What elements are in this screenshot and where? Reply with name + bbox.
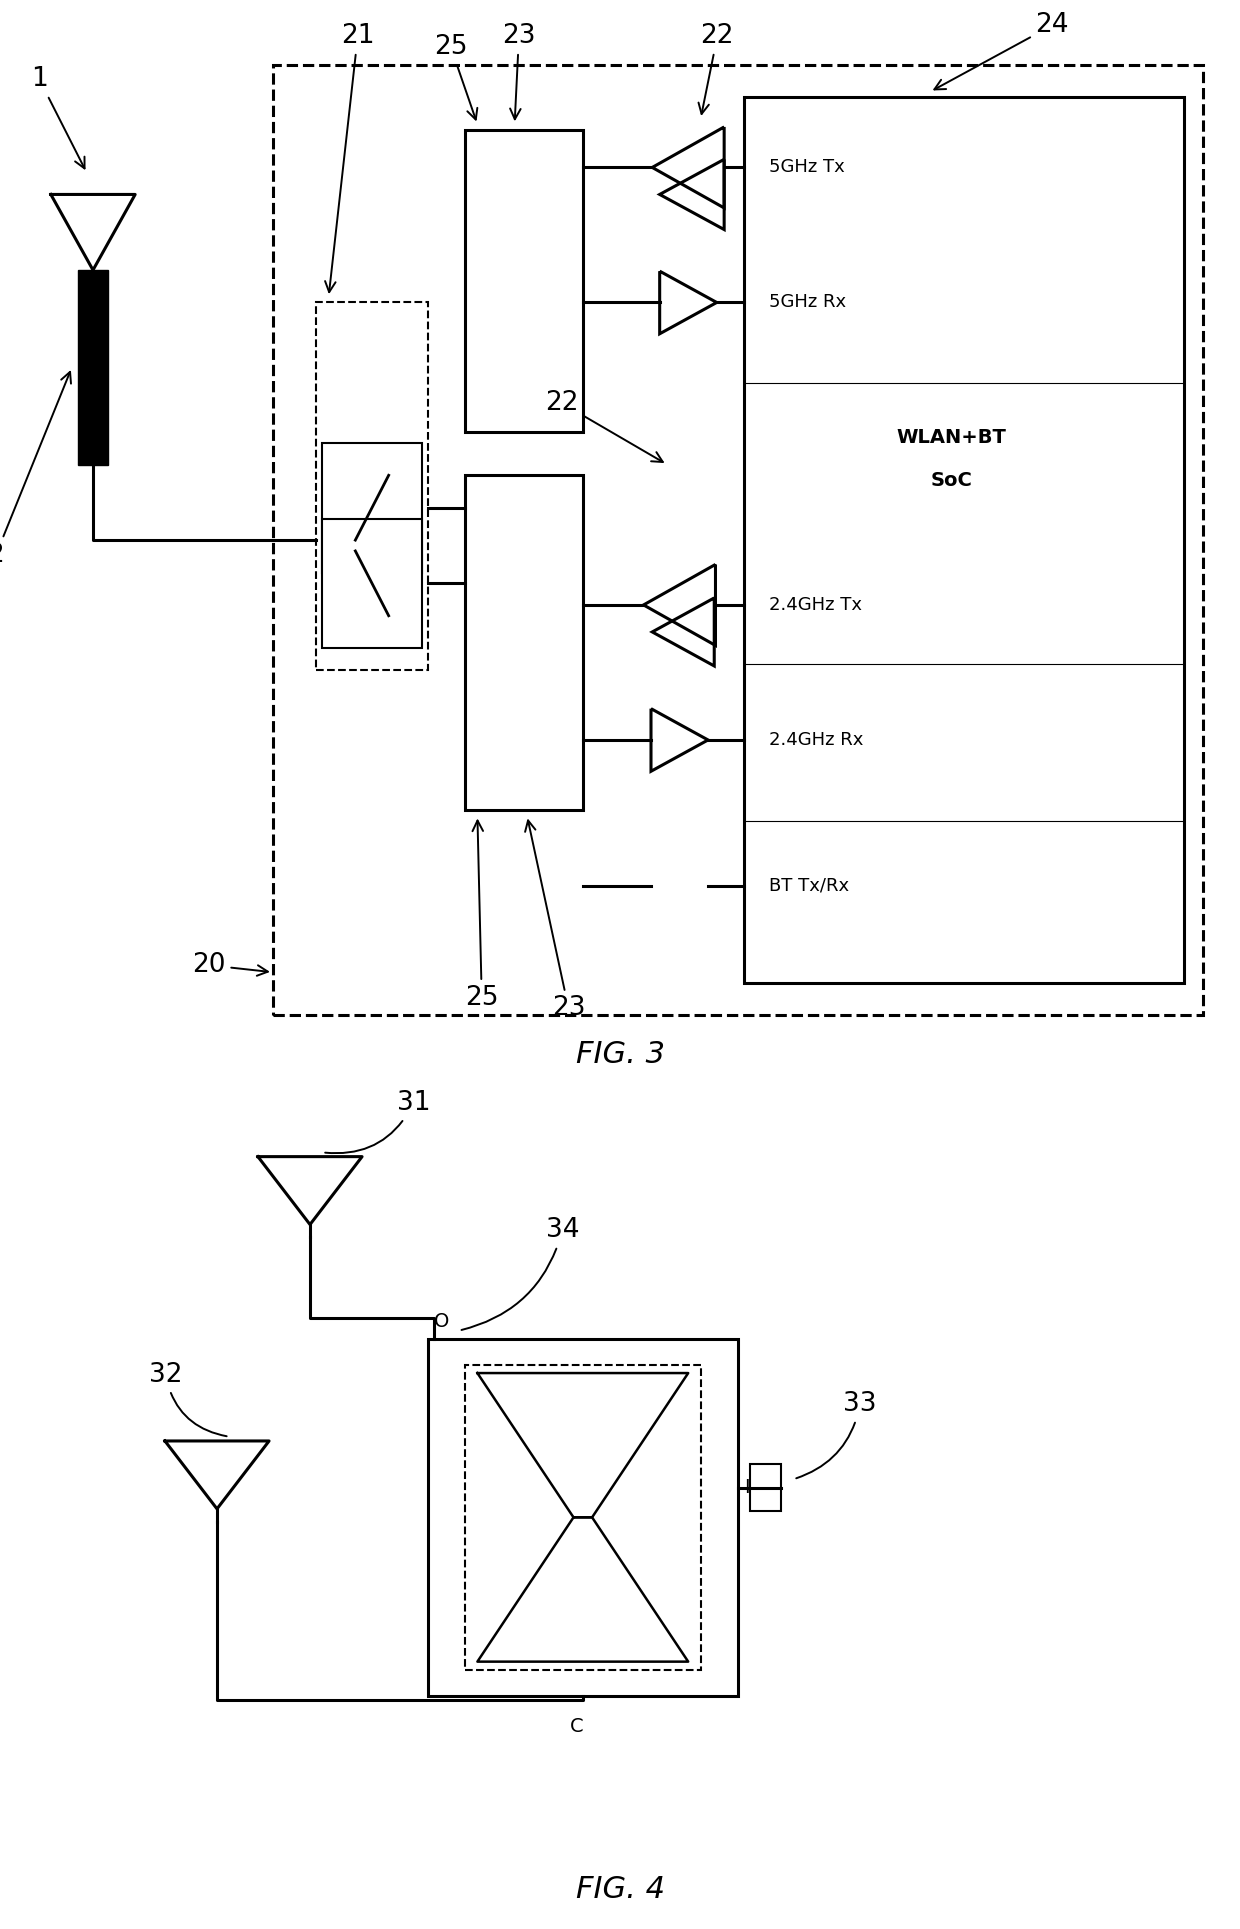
Bar (428, 1339, 738, 1696)
Text: WLAN+BT: WLAN+BT (897, 428, 1007, 448)
Bar (465, 475, 583, 810)
Text: 2: 2 (0, 372, 71, 567)
Text: 5GHz Tx: 5GHz Tx (769, 158, 844, 176)
Text: FIG. 3: FIG. 3 (575, 1040, 665, 1069)
Text: 24: 24 (935, 12, 1069, 89)
Bar (322, 444, 422, 573)
Bar (322, 519, 422, 648)
Text: 21: 21 (325, 23, 374, 291)
Text: 5GHz Rx: 5GHz Rx (769, 293, 846, 311)
Bar (744, 96, 1184, 984)
Text: 23: 23 (525, 820, 585, 1022)
Text: 2.4GHz Rx: 2.4GHz Rx (769, 731, 863, 748)
Bar (273, 66, 1203, 1015)
Text: 34: 34 (461, 1217, 579, 1329)
Bar (78, 270, 108, 465)
Text: 22: 22 (698, 23, 734, 114)
Text: C: C (570, 1717, 583, 1736)
Bar (750, 1464, 781, 1510)
Text: 1: 1 (31, 66, 84, 168)
Text: O: O (434, 1312, 449, 1331)
Bar (465, 1364, 701, 1671)
Text: 32: 32 (149, 1362, 227, 1437)
Text: SoC: SoC (931, 471, 972, 490)
Text: I: I (744, 1478, 750, 1497)
Text: 20: 20 (192, 953, 268, 978)
Text: 22: 22 (546, 390, 663, 463)
Text: FIG. 4: FIG. 4 (575, 1875, 665, 1904)
Text: 23: 23 (502, 23, 536, 120)
Text: 33: 33 (796, 1391, 877, 1478)
Text: BT Tx/Rx: BT Tx/Rx (769, 878, 849, 895)
Bar (316, 303, 428, 669)
Text: 31: 31 (325, 1090, 430, 1154)
Text: 2.4GHz Tx: 2.4GHz Tx (769, 596, 862, 613)
Bar (465, 129, 583, 432)
Text: 25: 25 (434, 35, 477, 120)
Text: 25: 25 (465, 820, 498, 1011)
